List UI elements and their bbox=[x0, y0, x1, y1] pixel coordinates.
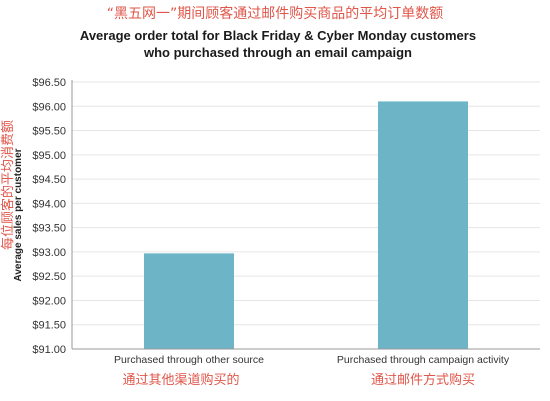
y-tick-label: $96.50 bbox=[32, 77, 66, 89]
gridlines bbox=[72, 81, 540, 350]
y-tick-label: $94.50 bbox=[32, 174, 66, 186]
chinese-category-annotation: 通过邮件方式购买 bbox=[371, 372, 475, 388]
category-labels: Purchased through other source Purchased … bbox=[114, 354, 510, 388]
bars bbox=[144, 101, 468, 349]
chinese-y-axis-annotation: 每位顾客的平均消费额 bbox=[0, 120, 16, 250]
y-tick-labels: $91.00 $91.50 $92.00 $92.50 $93.00 $93.50 $94.… bbox=[32, 77, 66, 356]
y-tick-label: $94.00 bbox=[32, 198, 66, 210]
y-tick-label: $93.50 bbox=[32, 223, 66, 235]
y-tick-label: $92.00 bbox=[32, 295, 66, 307]
y-tick-label: $95.50 bbox=[32, 126, 66, 138]
chart-title-line-2: who purchased through an email campaign bbox=[143, 45, 412, 60]
y-tick-label: $93.00 bbox=[32, 247, 66, 259]
y-tick-label: $96.00 bbox=[32, 101, 66, 113]
y-tick-label: $92.50 bbox=[32, 271, 66, 283]
y-tick-label: $91.00 bbox=[32, 344, 66, 356]
category-label: Purchased through campaign activity bbox=[337, 354, 510, 366]
bar-1 bbox=[144, 253, 234, 349]
y-axis-label: Average sales per customer bbox=[13, 148, 24, 281]
y-tick-label: $95.00 bbox=[32, 150, 66, 162]
chinese-category-annotation: 通过其他渠道购买的 bbox=[122, 372, 239, 388]
chart-title-line-1: Average order total for Black Friday & C… bbox=[80, 28, 476, 43]
category-label: Purchased through other source bbox=[114, 354, 264, 366]
chinese-title-annotation: “黑五网一”期间顾客通过邮件购买商品的平均订单数额 bbox=[107, 5, 444, 22]
y-tick-label: $91.50 bbox=[32, 320, 66, 332]
bar-2 bbox=[378, 101, 468, 349]
